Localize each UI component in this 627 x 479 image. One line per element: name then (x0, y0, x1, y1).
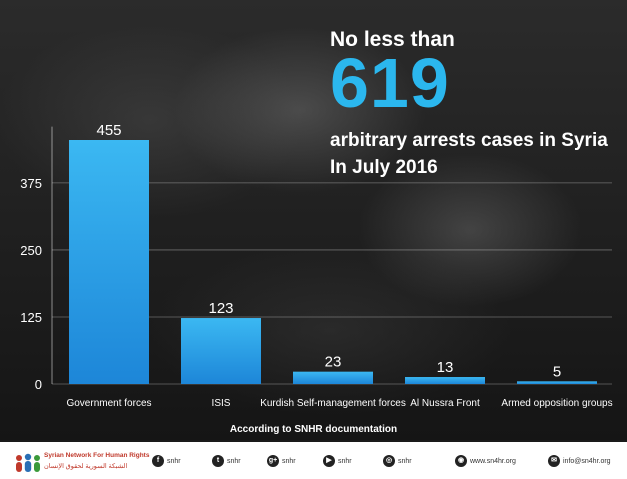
data-label-2: 23 (325, 354, 342, 371)
logo-people-icon (16, 453, 40, 472)
google-plus-icon: g+ (267, 455, 279, 467)
data-label-1: 123 (208, 300, 233, 317)
y-tick-label-250: 250 (20, 243, 42, 258)
headline-line-1: arbitrary arrests cases in Syria (330, 130, 608, 151)
social-link-instagram[interactable]: ◎ snhr (383, 455, 412, 467)
bar-3 (405, 377, 485, 384)
social-label: snhr (338, 457, 352, 465)
social-link-youtube[interactable]: ▶ snhr (323, 455, 352, 467)
social-label: www.sn4hr.org (470, 457, 516, 465)
x-tick-label-4: Armed opposition groups (501, 398, 612, 409)
email-icon: ✉ (548, 455, 560, 467)
x-tick-label-3: Al Nussra Front (410, 398, 480, 409)
social-label: snhr (398, 457, 412, 465)
bar-0 (69, 140, 149, 384)
youtube-icon: ▶ (323, 455, 335, 467)
social-label: snhr (227, 457, 241, 465)
source-note: According to SNHR documentation (229, 424, 398, 435)
org-name-en: Syrian Network For Human Rights (44, 452, 150, 459)
instagram-icon: ◎ (383, 455, 395, 467)
x-tick-label-1: ISIS (212, 398, 231, 409)
social-label: snhr (167, 457, 181, 465)
website-icon: ◉ (455, 455, 467, 467)
twitter-icon: t (212, 455, 224, 467)
data-label-3: 13 (437, 359, 454, 376)
facebook-icon: f (152, 455, 164, 467)
bar-2 (293, 371, 373, 384)
org-name-ar: الشبكة السورية لحقوق الإنسان (44, 463, 128, 470)
social-link-google-plus[interactable]: g+ snhr (267, 455, 296, 467)
y-tick-label-375: 375 (20, 176, 42, 191)
social-label: snhr (282, 457, 296, 465)
y-tick-label-125: 125 (20, 310, 42, 325)
social-link-website[interactable]: ◉ www.sn4hr.org (455, 455, 516, 467)
social-link-email[interactable]: ✉ info@sn4hr.org (548, 455, 611, 467)
bar-4 (517, 381, 597, 384)
bar-1 (181, 318, 261, 384)
bar-chart: 0 125 250 375 455 Government forces 123 ISIS 23 K… (20, 122, 612, 409)
data-label-4: 5 (553, 363, 561, 380)
y-tick-label-0: 0 (35, 377, 42, 392)
social-link-facebook[interactable]: f snhr (152, 455, 181, 467)
data-label-0: 455 (96, 122, 121, 139)
headline-line-2: In July 2016 (330, 157, 438, 178)
x-tick-label-0: Government forces (66, 398, 151, 409)
footer: Syrian Network For Human Rights الشبكة ا… (0, 442, 627, 479)
headline-number: 619 (330, 44, 450, 122)
social-link-twitter[interactable]: t snhr (212, 455, 241, 467)
headline-prefix: No less than (330, 28, 455, 51)
snhr-logo: Syrian Network For Human Rights الشبكة ا… (14, 450, 154, 474)
social-label: info@sn4hr.org (563, 457, 611, 465)
x-tick-label-2: Kurdish Self-management forces (260, 398, 406, 409)
